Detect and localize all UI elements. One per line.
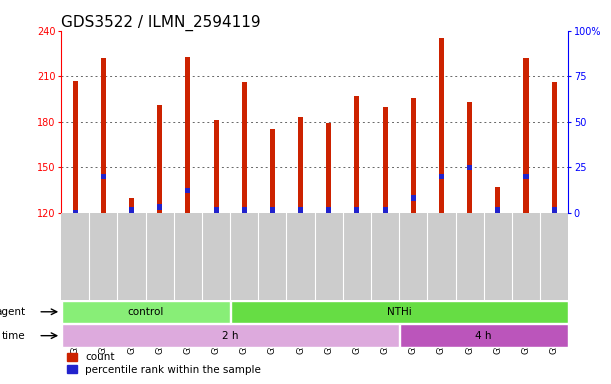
Bar xyxy=(185,56,191,213)
Text: 4 h: 4 h xyxy=(475,331,492,341)
Bar xyxy=(354,207,359,213)
Bar xyxy=(467,102,472,213)
Bar xyxy=(213,207,219,213)
Bar xyxy=(298,118,303,213)
Bar xyxy=(270,207,275,213)
Text: NTHi: NTHi xyxy=(387,307,412,317)
Text: 2 h: 2 h xyxy=(222,331,238,341)
Text: GDS3522 / ILMN_2594119: GDS3522 / ILMN_2594119 xyxy=(61,15,261,31)
Text: control: control xyxy=(128,307,164,317)
Bar xyxy=(62,324,398,347)
Bar xyxy=(439,38,444,213)
Bar xyxy=(270,129,275,213)
Bar xyxy=(552,83,557,213)
Bar xyxy=(185,188,191,193)
Bar xyxy=(400,324,568,347)
Bar xyxy=(157,204,163,210)
Bar xyxy=(382,207,387,213)
Bar xyxy=(496,187,500,213)
Bar xyxy=(73,210,78,216)
Bar xyxy=(213,120,219,213)
Bar xyxy=(524,58,529,213)
Bar xyxy=(496,207,500,213)
Bar xyxy=(326,123,331,213)
Bar xyxy=(101,174,106,179)
Bar xyxy=(552,207,557,213)
Bar xyxy=(439,174,444,179)
Bar xyxy=(354,96,359,213)
Bar xyxy=(382,107,387,213)
Bar xyxy=(467,165,472,170)
Bar xyxy=(129,198,134,213)
Bar xyxy=(157,105,163,213)
Text: time: time xyxy=(2,331,26,341)
Bar xyxy=(101,58,106,213)
Bar xyxy=(326,207,331,213)
Bar xyxy=(231,301,568,323)
Bar xyxy=(298,207,303,213)
Bar xyxy=(129,207,134,213)
Bar xyxy=(62,301,230,323)
Bar xyxy=(524,174,529,179)
Bar xyxy=(411,195,416,200)
Bar xyxy=(73,81,78,213)
Legend: count, percentile rank within the sample: count, percentile rank within the sample xyxy=(67,351,262,376)
Text: agent: agent xyxy=(0,307,26,317)
Bar xyxy=(242,207,247,213)
Bar xyxy=(411,98,416,213)
Bar xyxy=(242,83,247,213)
